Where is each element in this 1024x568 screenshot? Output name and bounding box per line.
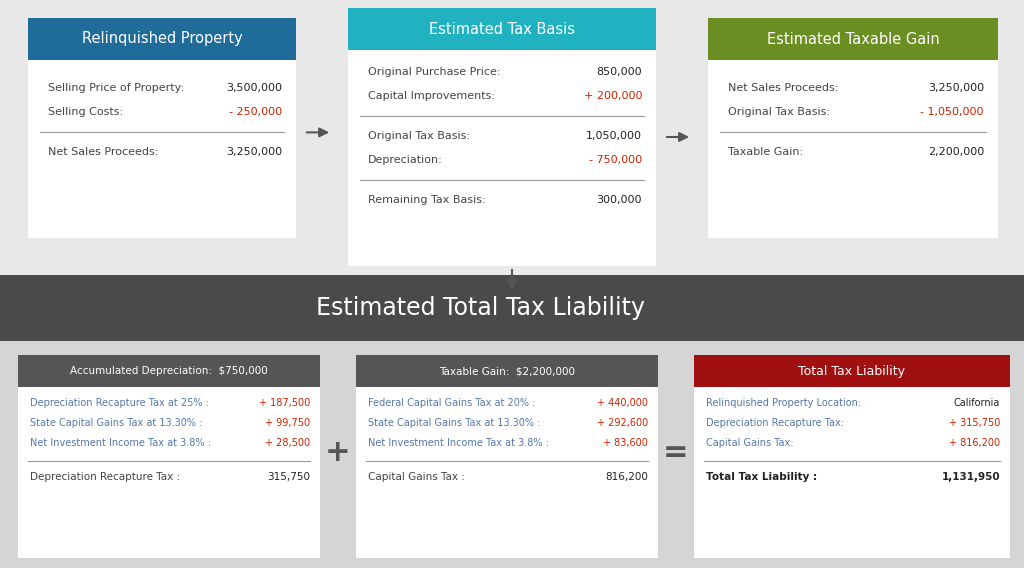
Text: 3,250,000: 3,250,000 — [928, 83, 984, 93]
Bar — [0, 275, 1024, 341]
Text: 2,200,000: 2,200,000 — [928, 147, 984, 157]
Bar — [0, 341, 1024, 568]
Bar — [18, 355, 319, 387]
Text: Estimated Taxable Gain: Estimated Taxable Gain — [767, 31, 939, 47]
Text: Total Tax Liability: Total Tax Liability — [799, 365, 905, 378]
Text: 3,250,000: 3,250,000 — [226, 147, 282, 157]
Text: Remaining Tax Basis:: Remaining Tax Basis: — [368, 195, 485, 205]
Text: - 250,000: - 250,000 — [229, 107, 282, 117]
Text: Depreciation:: Depreciation: — [368, 155, 442, 165]
Text: + 816,200: + 816,200 — [949, 438, 1000, 448]
Text: Selling Price of Property:: Selling Price of Property: — [48, 83, 184, 93]
Text: + 83,600: + 83,600 — [603, 438, 648, 448]
Text: Depreciation Recapture Tax at 25% :: Depreciation Recapture Tax at 25% : — [30, 398, 209, 408]
Text: 1,131,950: 1,131,950 — [941, 472, 1000, 482]
Bar — [348, 8, 656, 266]
Text: Net Investment Income Tax at 3.8% :: Net Investment Income Tax at 3.8% : — [30, 438, 211, 448]
Text: Federal Capital Gains Tax at 20% :: Federal Capital Gains Tax at 20% : — [368, 398, 536, 408]
Text: Capital Gains Tax:: Capital Gains Tax: — [706, 438, 794, 448]
Text: Depreciation Recapture Tax :: Depreciation Recapture Tax : — [30, 472, 180, 482]
Text: Relinquished Property: Relinquished Property — [82, 31, 243, 47]
Text: 3,500,000: 3,500,000 — [226, 83, 282, 93]
Text: Original Tax Basis:: Original Tax Basis: — [368, 131, 470, 141]
Text: Capital Gains Tax :: Capital Gains Tax : — [368, 472, 465, 482]
Text: + 292,600: + 292,600 — [597, 418, 648, 428]
Bar — [694, 355, 1010, 558]
Text: Depreciation Recapture Tax:: Depreciation Recapture Tax: — [706, 418, 844, 428]
Bar — [348, 8, 656, 50]
Text: - 750,000: - 750,000 — [589, 155, 642, 165]
Bar — [708, 18, 998, 60]
Bar — [28, 18, 296, 238]
Text: California: California — [953, 398, 1000, 408]
Text: Total Tax Liability :: Total Tax Liability : — [706, 472, 817, 482]
Bar — [28, 18, 296, 60]
Bar — [694, 355, 1010, 387]
Text: Net Sales Proceeds:: Net Sales Proceeds: — [48, 147, 159, 157]
Bar — [708, 18, 998, 238]
Text: Net Sales Proceeds:: Net Sales Proceeds: — [728, 83, 839, 93]
Text: 850,000: 850,000 — [596, 67, 642, 77]
Text: + 315,750: + 315,750 — [948, 418, 1000, 428]
Text: Original Purchase Price:: Original Purchase Price: — [368, 67, 501, 77]
Text: 315,750: 315,750 — [267, 472, 310, 482]
Text: 816,200: 816,200 — [605, 472, 648, 482]
Text: Estimated Tax Basis: Estimated Tax Basis — [429, 22, 575, 36]
Text: + 99,750: + 99,750 — [265, 418, 310, 428]
Text: Relinquished Property Location:: Relinquished Property Location: — [706, 398, 861, 408]
Text: Capital Improvements:: Capital Improvements: — [368, 91, 495, 101]
Text: +: + — [326, 438, 351, 467]
Text: Accumulated Depreciation:  $750,000: Accumulated Depreciation: $750,000 — [70, 366, 268, 376]
Text: State Capital Gains Tax at 13.30% :: State Capital Gains Tax at 13.30% : — [368, 418, 541, 428]
Bar — [18, 355, 319, 558]
Bar — [356, 355, 658, 387]
Text: + 200,000: + 200,000 — [584, 91, 642, 101]
Text: Selling Costs:: Selling Costs: — [48, 107, 123, 117]
Text: 1,050,000: 1,050,000 — [586, 131, 642, 141]
Text: + 187,500: + 187,500 — [259, 398, 310, 408]
Text: Estimated Total Tax Liability: Estimated Total Tax Liability — [315, 296, 644, 320]
Text: State Capital Gains Tax at 13.30% :: State Capital Gains Tax at 13.30% : — [30, 418, 203, 428]
Text: + 28,500: + 28,500 — [265, 438, 310, 448]
Text: Original Tax Basis:: Original Tax Basis: — [728, 107, 830, 117]
Text: + 440,000: + 440,000 — [597, 398, 648, 408]
Text: Net Investment Income Tax at 3.8% :: Net Investment Income Tax at 3.8% : — [368, 438, 549, 448]
Text: - 1,050,000: - 1,050,000 — [921, 107, 984, 117]
Bar — [0, 0, 1024, 275]
Text: 300,000: 300,000 — [597, 195, 642, 205]
Text: Taxable Gain:  $2,200,000: Taxable Gain: $2,200,000 — [439, 366, 575, 376]
Text: =: = — [664, 438, 689, 467]
Text: Taxable Gain:: Taxable Gain: — [728, 147, 803, 157]
Bar — [356, 355, 658, 558]
